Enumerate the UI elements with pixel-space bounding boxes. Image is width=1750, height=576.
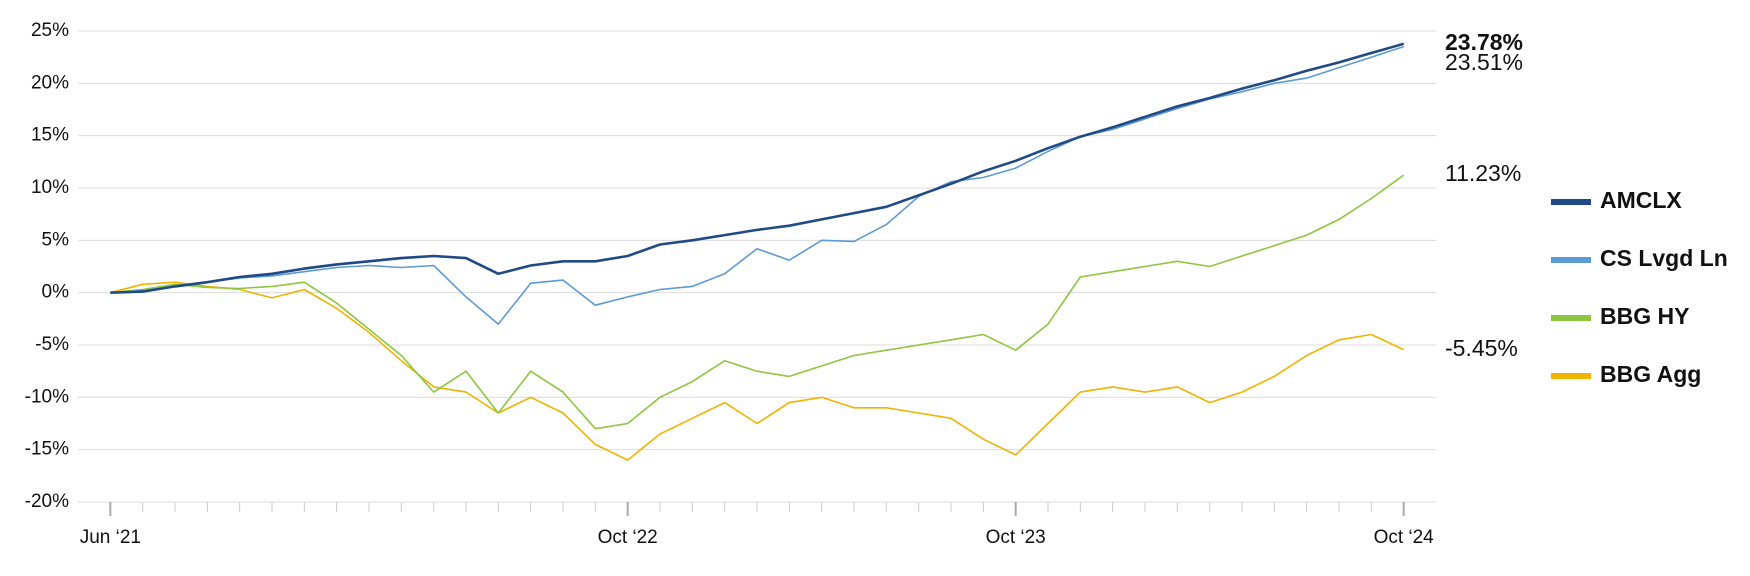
series-line	[110, 45, 1404, 325]
end-label: 23.51%	[1445, 49, 1523, 75]
y-tick-label: 0%	[42, 282, 70, 303]
y-tick-label: -10%	[25, 386, 69, 407]
legend-label: CS Lvgd Ln	[1600, 245, 1728, 271]
y-tick-label: 10%	[31, 177, 69, 198]
legend-label: BBG HY	[1600, 303, 1689, 329]
legend-label: BBG Agg	[1600, 361, 1701, 387]
y-tick-label: 5%	[42, 229, 70, 250]
y-tick-label: -15%	[25, 439, 69, 460]
x-tick-label: Oct ‘24	[1374, 527, 1435, 548]
end-label: 11.23%	[1445, 160, 1521, 186]
y-tick-label: 15%	[31, 125, 69, 146]
end-label: 23.78%	[1445, 29, 1523, 55]
series-line	[110, 281, 1405, 461]
legend-label: AMCLX	[1600, 187, 1682, 213]
series-line	[110, 42, 1405, 294]
end-label: -5.45%	[1445, 335, 1518, 361]
y-tick-label: 20%	[31, 72, 69, 93]
series-line	[110, 174, 1405, 430]
y-tick-label: -5%	[35, 334, 69, 355]
x-tick-label: Oct ‘23	[986, 527, 1046, 548]
y-tick-label: -20%	[25, 491, 69, 512]
x-tick-label: Jun ‘21	[80, 527, 141, 548]
x-tick-label: Oct ‘22	[598, 527, 658, 548]
y-tick-label: 25%	[31, 20, 69, 41]
